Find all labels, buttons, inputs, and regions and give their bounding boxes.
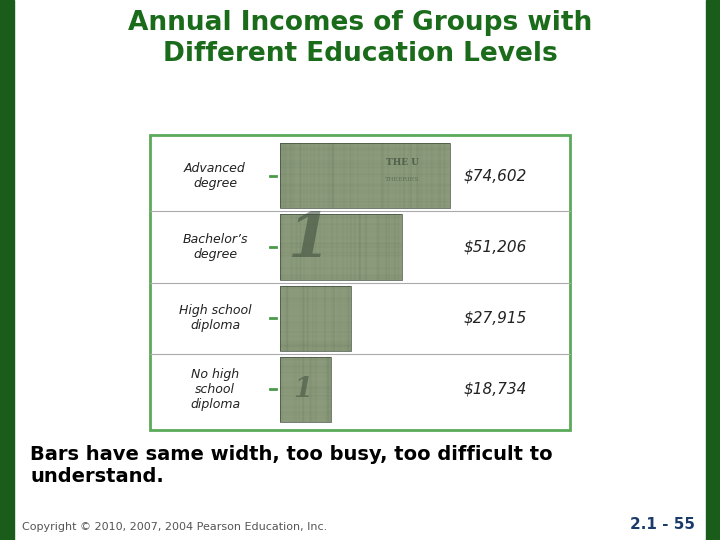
- Text: understand.: understand.: [30, 467, 163, 486]
- Text: Copyright © 2010, 2007, 2004 Pearson Education, Inc.: Copyright © 2010, 2007, 2004 Pearson Edu…: [22, 522, 328, 532]
- Text: $51,206: $51,206: [463, 239, 527, 254]
- Bar: [280, 214, 402, 280]
- Text: Annual Incomes of Groups with
Different Education Levels: Annual Incomes of Groups with Different …: [128, 10, 592, 67]
- Text: THE U: THE U: [386, 158, 419, 167]
- Bar: [280, 143, 450, 208]
- Text: 1: 1: [287, 210, 330, 270]
- Bar: [280, 214, 402, 280]
- Text: $74,602: $74,602: [463, 168, 527, 183]
- Bar: [280, 357, 331, 422]
- Text: High school
diploma: High school diploma: [179, 304, 251, 332]
- Bar: [150, 135, 570, 430]
- Bar: [706, 0, 720, 540]
- Text: $18,734: $18,734: [463, 382, 527, 397]
- Bar: [280, 357, 331, 422]
- Text: Bachelor’s
degree: Bachelor’s degree: [182, 233, 248, 261]
- Text: Advanced
degree: Advanced degree: [184, 161, 246, 190]
- Bar: [280, 286, 351, 351]
- Text: $27,915: $27,915: [463, 310, 527, 326]
- Text: Bars have same width, too busy, too difficult to: Bars have same width, too busy, too diff…: [30, 445, 553, 464]
- Bar: [280, 143, 450, 208]
- Text: 2.1 - 55: 2.1 - 55: [630, 517, 695, 532]
- Text: THEERIES: THEERIES: [385, 177, 420, 181]
- Text: No high
school
diploma: No high school diploma: [190, 368, 240, 411]
- Bar: [280, 286, 351, 351]
- Bar: [0, 0, 14, 540]
- Text: 1: 1: [293, 376, 312, 403]
